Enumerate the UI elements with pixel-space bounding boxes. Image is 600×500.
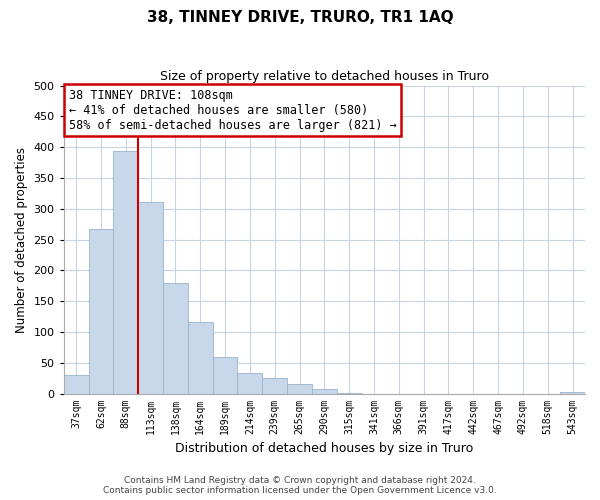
Bar xyxy=(238,373,262,394)
Bar xyxy=(188,322,212,394)
Title: Size of property relative to detached houses in Truro: Size of property relative to detached ho… xyxy=(160,70,489,83)
Bar xyxy=(262,378,287,394)
X-axis label: Distribution of detached houses by size in Truro: Distribution of detached houses by size … xyxy=(175,442,473,455)
Bar xyxy=(312,389,337,394)
Text: 38 TINNEY DRIVE: 108sqm
← 41% of detached houses are smaller (580)
58% of semi-d: 38 TINNEY DRIVE: 108sqm ← 41% of detache… xyxy=(69,88,397,132)
Bar xyxy=(287,384,312,394)
Y-axis label: Number of detached properties: Number of detached properties xyxy=(15,146,28,332)
Bar xyxy=(89,229,113,394)
Bar xyxy=(113,152,138,394)
Bar xyxy=(560,392,585,394)
Bar xyxy=(163,284,188,394)
Text: 38, TINNEY DRIVE, TRURO, TR1 1AQ: 38, TINNEY DRIVE, TRURO, TR1 1AQ xyxy=(146,10,454,25)
Bar xyxy=(64,375,89,394)
Text: Contains HM Land Registry data © Crown copyright and database right 2024.
Contai: Contains HM Land Registry data © Crown c… xyxy=(103,476,497,495)
Bar xyxy=(212,357,238,394)
Bar xyxy=(138,202,163,394)
Bar xyxy=(337,393,362,394)
